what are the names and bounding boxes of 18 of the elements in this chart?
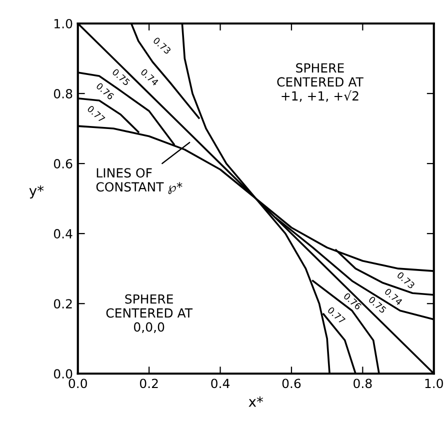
x-axis-title: x* (248, 396, 264, 407)
x-tick-label: 0.2 (140, 378, 158, 388)
y-tick-label: 1.0 (54, 18, 72, 28)
y-tick-label: 0.2 (54, 299, 72, 309)
y-tick-label: 0.0 (54, 369, 72, 379)
y-tick-label: 0.6 (54, 159, 72, 168)
annotation: SPHERE CENTERED AT +1, +1, +√2 (277, 63, 364, 102)
x-tick-label: 0.6 (282, 378, 301, 388)
x-tick-label: 0.4 (211, 378, 230, 388)
y-axis-title: y* (29, 185, 44, 199)
annotation: SPHERE CENTERED AT 0,0,0 (106, 294, 193, 333)
y-tick-label: 0.4 (54, 229, 72, 238)
x-tick-label: 1.0 (425, 378, 443, 388)
x-tick-label: 0.8 (354, 378, 372, 388)
annotation: 0.77 (86, 105, 106, 123)
y-tick-label: 0.8 (54, 88, 72, 98)
x-tick-label: 0.0 (68, 378, 87, 388)
annotation: LINES OF CONSTANT ℘* (96, 168, 182, 194)
